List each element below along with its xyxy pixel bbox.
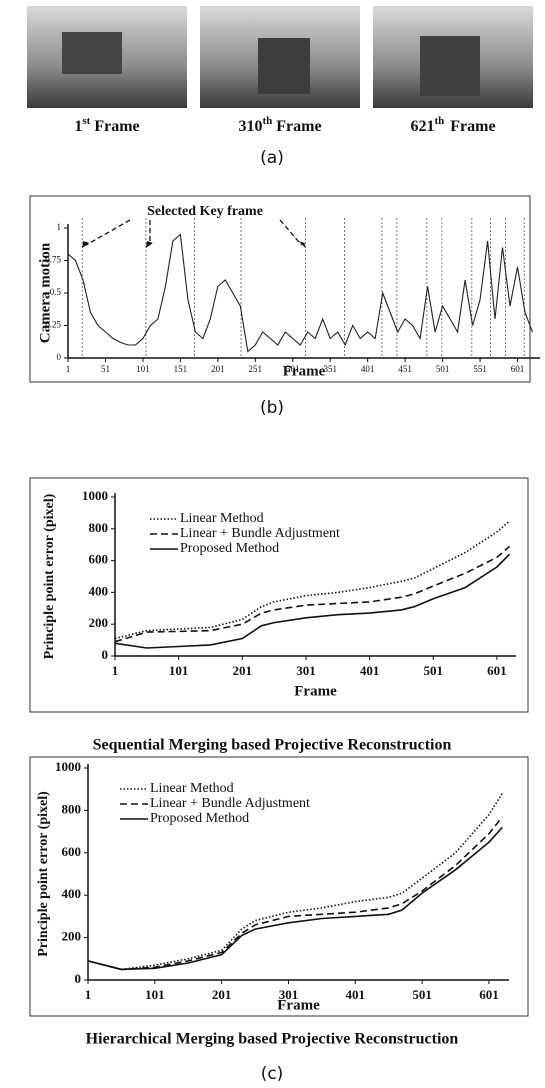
x-tick-label: 201 — [212, 987, 232, 1002]
x-tick-label: 501 — [436, 364, 450, 374]
x-tick-label: 501 — [424, 663, 444, 678]
x-tick-label: 101 — [136, 364, 150, 374]
legend-label: Linear + Bundle Adjustment — [180, 526, 340, 541]
chart-frame — [30, 196, 530, 382]
x-axis-label: Frame — [283, 363, 326, 379]
x-tick-label: 201 — [211, 364, 225, 374]
word: Frame — [94, 118, 139, 135]
x-tick-label: 451 — [398, 364, 412, 374]
series-line — [88, 827, 502, 969]
ordinal: 1 — [74, 118, 82, 135]
series-line — [115, 546, 510, 641]
x-tick-label: 551 — [473, 364, 487, 374]
y-tick-label: 0 — [75, 971, 82, 986]
frame-caption: 1st Frame — [74, 115, 139, 135]
figure: 1stFrame 310thFrame 621thFrame (a) (b) (… — [0, 0, 545, 1088]
y-tick-label: 400 — [62, 886, 82, 901]
legend-label: Linear Method — [180, 511, 264, 526]
x-tick-label: 401 — [361, 364, 375, 374]
x-tick-label: 51 — [101, 364, 110, 374]
x-tick-label: 401 — [346, 987, 366, 1002]
legend-label: Linear Method — [150, 781, 234, 796]
x-tick-label: 301 — [296, 663, 316, 678]
frame-thumbnails — [27, 6, 533, 108]
y-tick-label: 400 — [89, 583, 109, 598]
y-tick-label: 600 — [89, 552, 109, 567]
arrow-head — [298, 241, 305, 248]
suffix: th — [262, 115, 272, 127]
y-tick-label: 1 — [57, 222, 62, 232]
y-tick-label: 800 — [62, 801, 82, 816]
frame-caption: 310th Frame — [238, 115, 321, 135]
x-axis-label: Frame — [277, 997, 320, 1013]
y-axis-label: Camera motion — [37, 242, 53, 343]
x-tick-label: 101 — [145, 987, 165, 1002]
legend-label: Proposed Method — [150, 811, 249, 826]
y-tick-label: 1000 — [82, 488, 108, 503]
legend-label: Linear + Bundle Adjustment — [150, 796, 310, 811]
object — [258, 38, 310, 94]
series-line — [88, 817, 502, 970]
y-axis-label: Principle point error (pixel) — [42, 493, 57, 659]
arrow-head — [146, 241, 153, 248]
series-line — [115, 554, 510, 648]
y-tick-label: 200 — [62, 929, 82, 944]
annotation-arrow — [86, 220, 130, 245]
x-tick-label: 1 — [112, 663, 119, 678]
page: 1stFrame 310thFrame 621thFrame (a) (b) (… — [0, 0, 545, 1088]
object — [420, 36, 480, 96]
word: Frame — [450, 118, 495, 135]
y-tick-label: 0 — [57, 352, 62, 362]
y-axis-label: Principle point error (pixel) — [36, 791, 51, 957]
ordinal: 310 — [238, 118, 262, 135]
subfigure-caption: (c) — [261, 1064, 284, 1084]
x-tick-label: 251 — [249, 364, 263, 374]
x-tick-label: 1 — [66, 364, 71, 374]
x-tick-label: 151 — [174, 364, 188, 374]
ordinal: 621 — [410, 118, 434, 135]
x-tick-label: 401 — [360, 663, 380, 678]
suffix: th — [434, 115, 444, 127]
y-tick-label: 600 — [62, 844, 82, 859]
x-tick-label: 601 — [479, 987, 499, 1002]
legend-label: Proposed Method — [180, 541, 279, 556]
y-tick-label: 1000 — [55, 759, 81, 774]
series-line — [68, 235, 533, 352]
subfigure-caption: (a) — [260, 148, 284, 168]
y-tick-label: 0 — [102, 647, 109, 662]
y-tick-label: 200 — [89, 615, 109, 630]
subfigure-caption: (b) — [260, 398, 284, 418]
x-tick-label: 101 — [169, 663, 189, 678]
frame-caption: 621th Frame — [410, 115, 495, 135]
x-tick-label: 1 — [85, 987, 92, 1002]
chart-title: Sequential Merging based Projective Reco… — [93, 737, 452, 754]
chart-title: Hierarchical Merging based Projective Re… — [86, 1031, 459, 1048]
x-tick-label: 201 — [233, 663, 253, 678]
x-tick-label: 501 — [412, 987, 432, 1002]
annotation-arrow — [280, 220, 301, 245]
x-axis-label: Frame — [294, 683, 337, 699]
word: Frame — [276, 118, 321, 135]
x-tick-label: 351 — [323, 364, 337, 374]
suffix: st — [82, 115, 90, 127]
annotation: Selected Key frame — [147, 204, 263, 219]
object — [62, 32, 122, 74]
x-tick-label: 601 — [511, 364, 525, 374]
y-tick-label: 800 — [89, 520, 109, 535]
x-tick-label: 601 — [487, 663, 507, 678]
